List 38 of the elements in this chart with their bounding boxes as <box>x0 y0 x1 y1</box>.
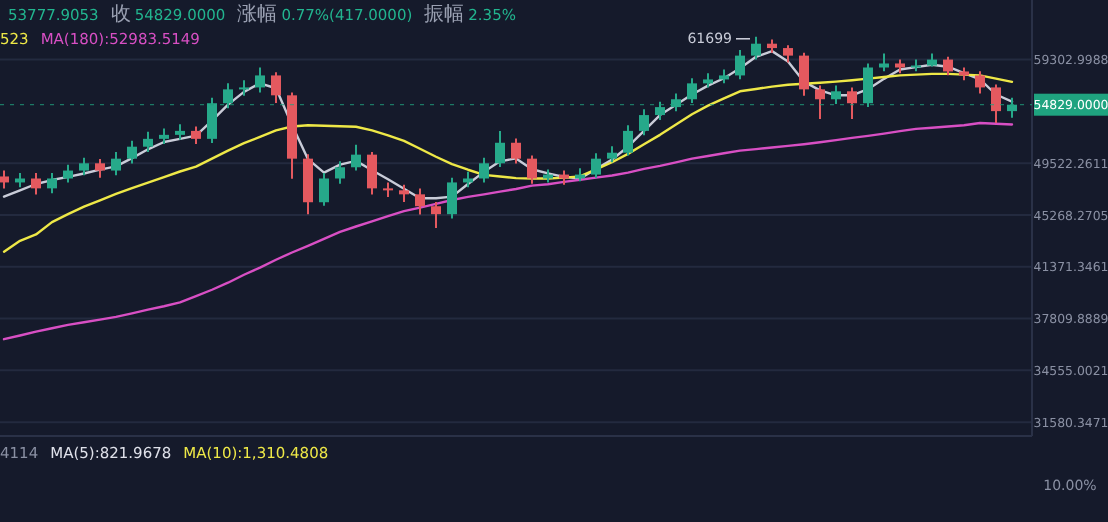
candlestick <box>351 143 361 172</box>
candlestick <box>143 130 153 154</box>
candlestick <box>47 171 57 195</box>
candlestick <box>975 70 985 95</box>
candlestick <box>527 154 537 185</box>
candlestick <box>127 139 137 165</box>
candlestick <box>303 153 313 216</box>
candlestick <box>623 124 633 157</box>
candlestick <box>479 156 489 184</box>
annotation: 涨幅 <box>237 2 278 26</box>
candlestick <box>831 84 841 105</box>
annotation: 收 <box>110 4 131 26</box>
line-series <box>2 121 1014 341</box>
candlestick <box>255 66 265 94</box>
candlestick <box>335 160 345 185</box>
candlestick <box>95 157 105 179</box>
candlestick <box>271 71 281 104</box>
candlestick <box>415 187 425 216</box>
candlestick <box>431 200 441 229</box>
candlestick <box>367 151 377 196</box>
candlestick <box>511 137 521 165</box>
candlestick <box>239 79 249 97</box>
candlestick <box>383 181 393 199</box>
candlestick <box>31 171 41 196</box>
annotation: 振幅 <box>424 2 465 26</box>
candlestick <box>751 35 761 61</box>
candlestick <box>591 152 601 179</box>
candlestick <box>735 48 745 81</box>
candlestick <box>943 55 953 77</box>
candlestick <box>991 83 1001 125</box>
candlestick <box>639 108 649 137</box>
candlestick <box>111 151 121 177</box>
candlestick <box>847 86 857 121</box>
candlestick <box>799 51 809 97</box>
candlestick <box>447 176 457 220</box>
candlestick <box>495 129 505 169</box>
candlestick <box>319 171 329 207</box>
candlestick <box>815 84 825 121</box>
